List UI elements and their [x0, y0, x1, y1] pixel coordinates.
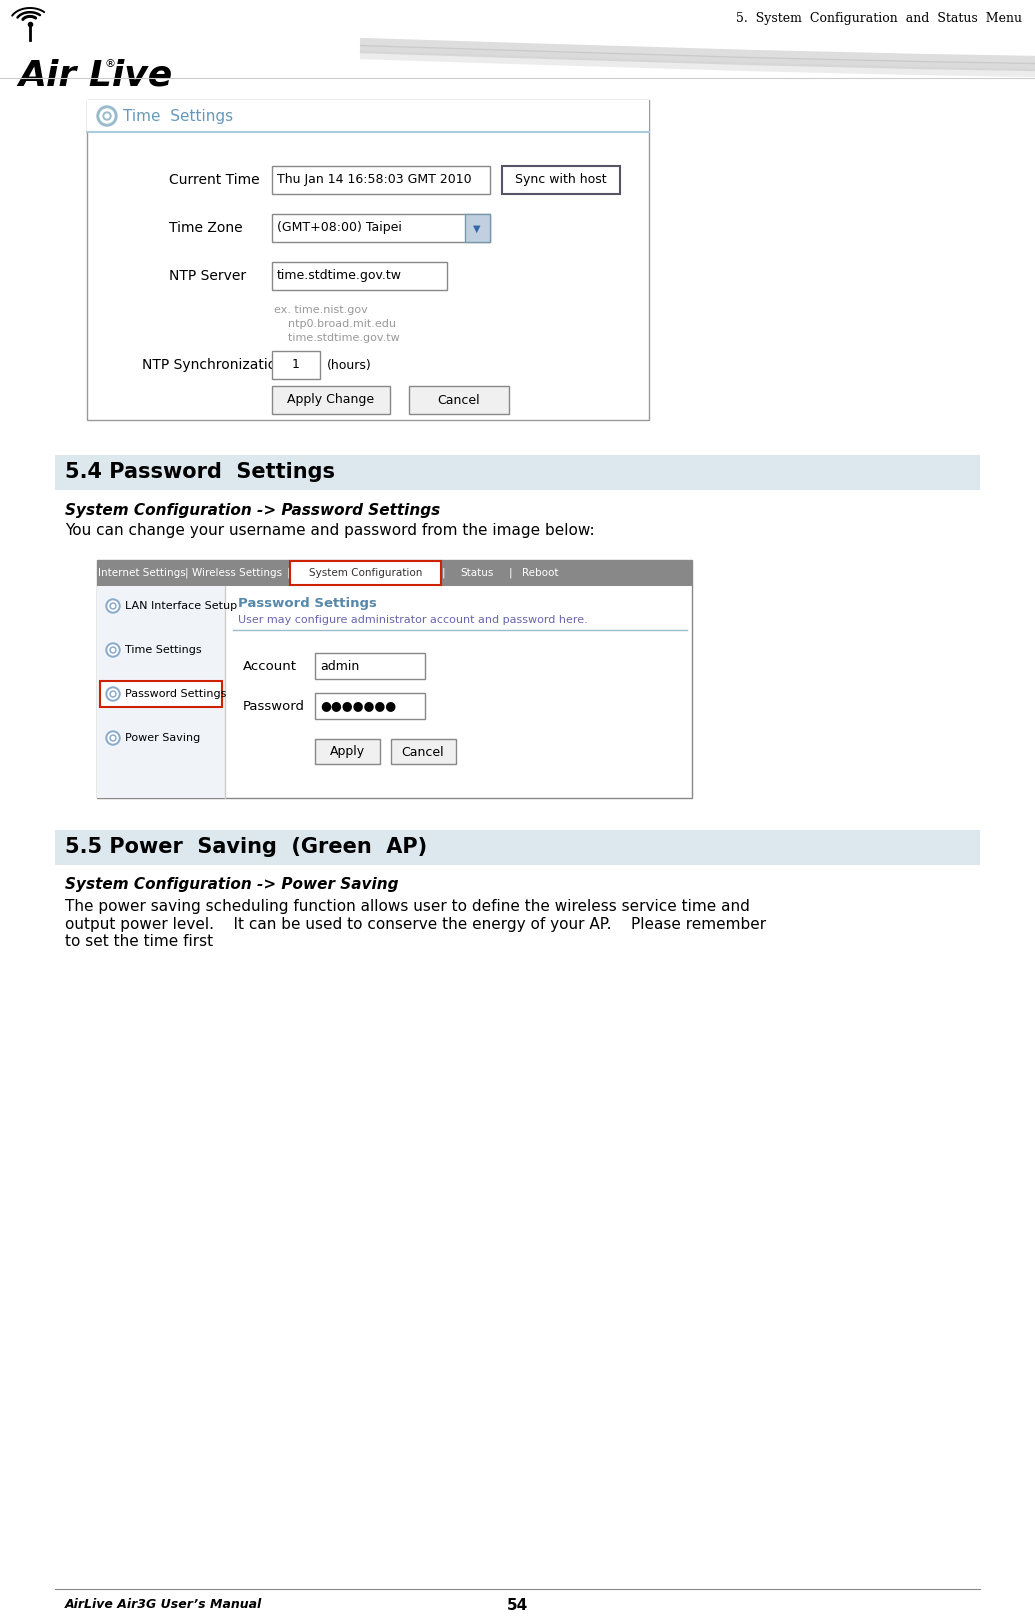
Circle shape — [105, 113, 109, 118]
Text: Time Zone: Time Zone — [169, 220, 242, 235]
Circle shape — [110, 691, 116, 697]
Bar — [272, 263, 447, 290]
Text: Password Settings: Password Settings — [238, 598, 377, 611]
Bar — [97, 559, 692, 798]
Text: Wireless Settings: Wireless Settings — [191, 567, 283, 579]
Circle shape — [112, 648, 115, 652]
Circle shape — [97, 105, 117, 126]
Bar — [290, 561, 441, 585]
Text: ex. time.nist.gov: ex. time.nist.gov — [274, 305, 367, 314]
Circle shape — [110, 603, 116, 609]
Circle shape — [104, 112, 111, 120]
Bar — [465, 214, 490, 242]
Bar — [87, 101, 649, 420]
Text: (hours): (hours) — [327, 358, 372, 371]
Bar — [87, 101, 649, 131]
Text: Time  Settings: Time Settings — [123, 109, 233, 123]
Text: User may configure administrator account and password here.: User may configure administrator account… — [238, 614, 588, 626]
Text: The power saving scheduling function allows user to define the wireless service : The power saving scheduling function all… — [65, 898, 750, 914]
Text: LAN Interface Setup: LAN Interface Setup — [125, 601, 237, 611]
Bar — [315, 739, 380, 763]
Text: Apply Change: Apply Change — [288, 394, 375, 407]
Text: Account: Account — [243, 660, 297, 673]
Text: Internet Settings: Internet Settings — [98, 567, 186, 579]
Bar — [315, 653, 425, 679]
Text: (GMT+08:00) Taipei: (GMT+08:00) Taipei — [277, 222, 402, 235]
Text: Sync with host: Sync with host — [515, 173, 607, 186]
Text: 5.  System  Configuration  and  Status  Menu: 5. System Configuration and Status Menu — [736, 11, 1022, 24]
Text: 54: 54 — [506, 1598, 528, 1613]
Text: Cancel: Cancel — [438, 394, 480, 407]
Circle shape — [108, 689, 118, 699]
Bar — [409, 386, 509, 413]
Text: |: | — [508, 567, 512, 579]
Text: |: | — [184, 567, 187, 579]
Circle shape — [106, 731, 120, 746]
Bar — [55, 456, 980, 490]
Text: admin: admin — [320, 660, 359, 673]
Circle shape — [106, 687, 120, 700]
Text: ▼: ▼ — [473, 224, 480, 233]
Bar — [272, 352, 320, 379]
Bar — [315, 694, 425, 720]
Text: System Configuration -> Power Saving: System Configuration -> Power Saving — [65, 877, 398, 893]
Text: Time Settings: Time Settings — [125, 645, 202, 655]
Bar — [272, 165, 490, 195]
Text: You can change your username and password from the image below:: You can change your username and passwor… — [65, 524, 595, 538]
Circle shape — [106, 600, 120, 613]
Text: Thu Jan 14 16:58:03 GMT 2010: Thu Jan 14 16:58:03 GMT 2010 — [277, 173, 472, 186]
Text: Cancel: Cancel — [402, 746, 444, 759]
Bar — [272, 214, 490, 242]
Bar — [272, 386, 390, 413]
Text: Current Time: Current Time — [169, 173, 260, 186]
Text: NTP Server: NTP Server — [169, 269, 246, 284]
Text: output power level.    It can be used to conserve the energy of your AP.    Plea: output power level. It can be used to co… — [65, 916, 766, 932]
Bar — [100, 681, 221, 707]
Text: ●●●●●●●: ●●●●●●● — [320, 700, 396, 713]
Text: Apply: Apply — [329, 746, 364, 759]
Text: time.stdtime.gov.tw: time.stdtime.gov.tw — [274, 332, 400, 344]
Bar — [502, 165, 620, 195]
Text: 1: 1 — [292, 358, 300, 371]
Circle shape — [106, 644, 120, 657]
Text: ntp0.broad.mit.edu: ntp0.broad.mit.edu — [274, 319, 396, 329]
Circle shape — [108, 601, 118, 611]
Text: 5.5 Power  Saving  (Green  AP): 5.5 Power Saving (Green AP) — [65, 836, 427, 858]
Text: to set the time first: to set the time first — [65, 934, 213, 950]
Circle shape — [112, 736, 115, 739]
Bar — [0, 0, 1035, 78]
Text: ®: ® — [105, 58, 116, 70]
Bar — [55, 830, 980, 866]
Text: System Configuration: System Configuration — [308, 567, 422, 579]
Circle shape — [100, 109, 114, 123]
Text: Status: Status — [461, 567, 494, 579]
Circle shape — [112, 692, 115, 695]
Text: Password: Password — [243, 700, 305, 713]
Text: 5.4 Password  Settings: 5.4 Password Settings — [65, 462, 335, 481]
Bar — [97, 587, 225, 798]
Bar — [97, 559, 692, 587]
Circle shape — [108, 733, 118, 742]
Circle shape — [108, 645, 118, 655]
Text: Power Saving: Power Saving — [125, 733, 200, 742]
Text: |: | — [441, 567, 445, 579]
Text: |: | — [287, 567, 290, 579]
Text: Password Settings: Password Settings — [125, 689, 227, 699]
Text: time.stdtime.gov.tw: time.stdtime.gov.tw — [277, 269, 402, 282]
Circle shape — [110, 734, 116, 741]
Text: Air Live: Air Live — [18, 58, 172, 92]
Circle shape — [110, 647, 116, 653]
Text: NTP Synchronization: NTP Synchronization — [142, 358, 285, 371]
Text: Reboot: Reboot — [523, 567, 559, 579]
Bar — [391, 739, 456, 763]
Text: System Configuration -> Password Settings: System Configuration -> Password Setting… — [65, 503, 440, 517]
Circle shape — [112, 605, 115, 608]
Text: AirLive Air3G User’s Manual: AirLive Air3G User’s Manual — [65, 1598, 262, 1611]
